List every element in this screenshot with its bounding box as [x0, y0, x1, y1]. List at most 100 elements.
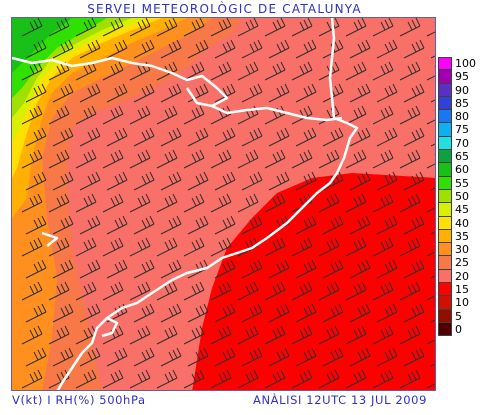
wind-barb	[183, 325, 205, 345]
wind-barb	[237, 193, 259, 213]
wind-barb	[48, 61, 70, 81]
wind-barb	[210, 237, 232, 257]
wind-barb	[133, 171, 155, 191]
wind-barb	[79, 127, 101, 147]
wind-barb	[210, 325, 232, 345]
legend-item: 95	[438, 70, 483, 84]
wind-barb	[21, 105, 43, 125]
wind-barb	[295, 39, 317, 59]
wind-barb	[106, 171, 128, 191]
wind-barb	[241, 171, 263, 191]
wind-barb	[106, 127, 128, 147]
wind-barb	[403, 39, 425, 59]
wind-barb	[376, 347, 398, 367]
wind-barb	[106, 39, 128, 59]
wind-barb	[295, 171, 317, 191]
wind-barb	[102, 325, 124, 345]
wind-barb	[345, 105, 367, 125]
wind-barb	[399, 18, 421, 37]
wind-barb	[403, 347, 425, 367]
wind-barb	[345, 281, 367, 301]
legend-label: 10	[455, 296, 469, 310]
wind-barb	[183, 61, 205, 81]
wind-barb	[372, 325, 394, 345]
legend-item: 70	[438, 136, 483, 151]
wind-barb	[264, 193, 286, 213]
legend-swatch	[438, 243, 452, 257]
wind-barb	[187, 215, 209, 235]
legend-swatch	[438, 296, 452, 310]
wind-barb	[268, 303, 290, 323]
legend-label: 25	[455, 256, 469, 270]
wind-barb	[75, 105, 97, 125]
legend-swatch	[438, 269, 452, 284]
wind-barb	[183, 149, 205, 169]
legend-label: 65	[455, 150, 469, 164]
wind-barb	[318, 369, 340, 389]
legend-swatch	[438, 70, 452, 84]
wind-barb	[21, 369, 43, 389]
legend-item: 90	[438, 83, 483, 97]
wind-barb	[187, 83, 209, 103]
legend-item: 25	[438, 256, 483, 270]
wind-barb	[75, 18, 97, 37]
wind-barb	[156, 193, 178, 213]
legend-label: 100	[455, 57, 476, 70]
wind-barb	[241, 303, 263, 323]
legend-label: 85	[455, 96, 469, 110]
wind-barb	[268, 39, 290, 59]
legend-item: 0	[438, 322, 483, 337]
wind-barb	[133, 215, 155, 235]
wind-barb	[25, 83, 47, 103]
wind-barb	[129, 193, 151, 213]
wind-barb	[372, 193, 394, 213]
legend-swatch	[438, 96, 452, 111]
legend-label: 50	[455, 189, 469, 203]
wind-barb	[295, 347, 317, 367]
legend-label: 20	[455, 269, 469, 283]
footer-variables: V(kt) I RH(%) 500hPa	[12, 393, 146, 407]
wind-barb	[399, 369, 421, 389]
wind-barb	[237, 281, 259, 301]
wind-barb	[183, 237, 205, 257]
wind-barb	[187, 39, 209, 59]
wind-barb	[25, 215, 47, 235]
wind-barb	[129, 237, 151, 257]
legend-swatch	[438, 57, 452, 71]
coastline	[12, 18, 359, 390]
legend-label: 5	[455, 309, 462, 323]
legend-label: 35	[455, 229, 469, 243]
wind-barb	[322, 259, 344, 279]
wind-barb	[345, 18, 367, 37]
wind-barb	[264, 105, 286, 125]
wind-barb	[129, 325, 151, 345]
wind-barb	[75, 193, 97, 213]
wind-barb	[399, 281, 421, 301]
wind-barb	[241, 127, 263, 147]
wind-barb	[133, 83, 155, 103]
wind-barb	[399, 61, 421, 81]
rh-legend: 100 95 90 85 80 75 70 65 60 55 50 45 40 35 30 25 20 15 10 5…	[438, 57, 483, 337]
wind-barb	[21, 61, 43, 81]
wind-barb	[268, 127, 290, 147]
legend-item: 5	[438, 309, 483, 323]
wind-barb	[372, 18, 394, 37]
wind-barb	[295, 127, 317, 147]
legend-label: 45	[455, 203, 469, 217]
wind-barb	[345, 369, 367, 389]
wind-barb	[295, 259, 317, 279]
legend-item: 30	[438, 243, 483, 257]
wind-barb	[183, 105, 205, 125]
legend-swatch	[438, 322, 452, 337]
footer-analysis-time: ANÀLISI 12UTC 13 JUL 2009	[253, 393, 427, 407]
wind-barb	[183, 18, 205, 37]
wind-barb	[187, 347, 209, 367]
wind-barb	[48, 105, 70, 125]
wind-barb	[102, 105, 124, 125]
wind-barb	[318, 281, 340, 301]
wind-barb	[403, 83, 425, 103]
wind-barb	[183, 281, 205, 301]
wind-barb	[291, 18, 313, 37]
wind-barb	[52, 127, 74, 147]
weather-map	[11, 17, 436, 391]
